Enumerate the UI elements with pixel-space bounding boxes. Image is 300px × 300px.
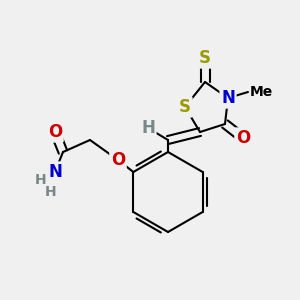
Text: Me: Me	[250, 85, 273, 99]
Text: S: S	[199, 49, 211, 67]
Text: O: O	[111, 151, 125, 169]
Text: N: N	[221, 89, 235, 107]
Text: O: O	[236, 129, 250, 147]
Text: H: H	[141, 119, 155, 137]
Text: O: O	[48, 123, 62, 141]
Text: N: N	[48, 163, 62, 181]
Text: H: H	[35, 173, 47, 187]
Text: S: S	[179, 98, 191, 116]
Text: H: H	[45, 185, 57, 199]
